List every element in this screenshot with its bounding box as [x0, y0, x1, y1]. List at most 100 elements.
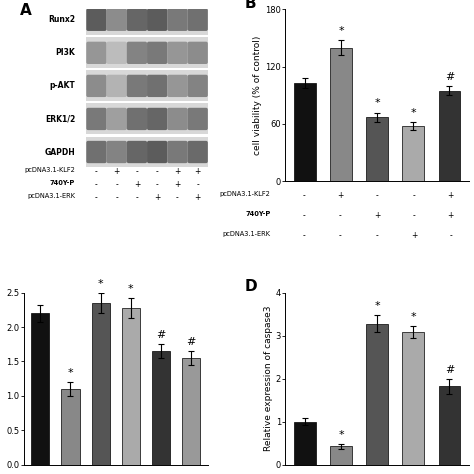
FancyBboxPatch shape: [127, 9, 147, 31]
Bar: [152, 351, 170, 465]
Text: pcDNA3.1-ERK: pcDNA3.1-ERK: [27, 193, 75, 199]
Y-axis label: cell viability (% of control): cell viability (% of control): [253, 36, 262, 155]
Bar: [402, 126, 424, 181]
Text: -: -: [339, 211, 342, 220]
FancyBboxPatch shape: [86, 42, 107, 64]
Text: #: #: [187, 337, 196, 347]
Text: #: #: [156, 330, 166, 340]
FancyBboxPatch shape: [86, 141, 107, 163]
FancyBboxPatch shape: [188, 141, 208, 163]
Text: +: +: [174, 167, 181, 176]
FancyBboxPatch shape: [147, 141, 167, 163]
Bar: [438, 91, 460, 181]
FancyBboxPatch shape: [167, 108, 188, 130]
Text: #: #: [445, 365, 454, 375]
Bar: [294, 421, 316, 465]
Text: ERK1/2: ERK1/2: [45, 114, 75, 123]
Text: p-AKT: p-AKT: [49, 82, 75, 91]
Bar: [122, 308, 140, 465]
Bar: [31, 313, 49, 465]
Text: -: -: [302, 211, 305, 220]
Text: -: -: [95, 193, 98, 202]
FancyBboxPatch shape: [107, 141, 127, 163]
FancyBboxPatch shape: [147, 9, 167, 31]
FancyBboxPatch shape: [107, 9, 127, 31]
Text: -: -: [413, 191, 415, 201]
FancyBboxPatch shape: [188, 108, 208, 130]
Text: GAPDH: GAPDH: [45, 147, 75, 156]
FancyBboxPatch shape: [86, 9, 107, 31]
Text: +: +: [194, 193, 201, 202]
Text: -: -: [156, 180, 159, 189]
Bar: [182, 358, 201, 465]
FancyBboxPatch shape: [127, 75, 147, 97]
FancyBboxPatch shape: [107, 75, 127, 97]
Text: *: *: [338, 26, 344, 36]
Bar: [438, 386, 460, 465]
FancyBboxPatch shape: [86, 108, 107, 130]
Text: *: *: [410, 108, 416, 118]
Text: +: +: [194, 167, 201, 176]
Text: *: *: [374, 98, 380, 108]
Bar: [366, 117, 388, 181]
Text: +: +: [174, 180, 181, 189]
Text: +: +: [411, 231, 417, 240]
Text: 740Y-P: 740Y-P: [245, 211, 270, 217]
Text: 740Y-P: 740Y-P: [50, 180, 75, 186]
Text: -: -: [413, 211, 415, 220]
Text: PI3K: PI3K: [55, 48, 75, 57]
Bar: [402, 332, 424, 465]
Bar: [86, 37, 208, 68]
Text: B: B: [245, 0, 256, 11]
Text: pcDNA3.1-KLF2: pcDNA3.1-KLF2: [24, 167, 75, 173]
Text: -: -: [376, 231, 379, 240]
Text: Runx2: Runx2: [48, 15, 75, 24]
Text: *: *: [128, 284, 134, 294]
Text: -: -: [136, 193, 138, 202]
Bar: [86, 103, 208, 135]
FancyBboxPatch shape: [107, 108, 127, 130]
FancyBboxPatch shape: [167, 75, 188, 97]
Text: pcDNA3.1-KLF2: pcDNA3.1-KLF2: [219, 191, 270, 198]
FancyBboxPatch shape: [167, 42, 188, 64]
FancyBboxPatch shape: [147, 42, 167, 64]
FancyBboxPatch shape: [188, 9, 208, 31]
Text: +: +: [374, 211, 381, 220]
FancyBboxPatch shape: [86, 75, 107, 97]
FancyBboxPatch shape: [188, 75, 208, 97]
Bar: [86, 71, 208, 101]
Text: +: +: [447, 211, 454, 220]
Text: *: *: [410, 312, 416, 322]
Text: #: #: [445, 72, 454, 82]
Text: +: +: [113, 167, 120, 176]
Bar: [330, 48, 352, 181]
Bar: [86, 137, 208, 167]
FancyBboxPatch shape: [107, 42, 127, 64]
Bar: [91, 303, 109, 465]
Text: +: +: [134, 180, 140, 189]
Text: *: *: [98, 279, 103, 289]
Text: -: -: [449, 231, 452, 240]
Text: *: *: [68, 368, 73, 378]
Text: -: -: [136, 167, 138, 176]
FancyBboxPatch shape: [127, 108, 147, 130]
Text: A: A: [20, 3, 32, 18]
Text: -: -: [95, 167, 98, 176]
Text: -: -: [95, 180, 98, 189]
FancyBboxPatch shape: [127, 141, 147, 163]
Y-axis label: Relative expression of caspase3: Relative expression of caspase3: [264, 306, 273, 451]
Text: -: -: [196, 180, 199, 189]
FancyBboxPatch shape: [167, 141, 188, 163]
Text: -: -: [115, 193, 118, 202]
Text: -: -: [376, 191, 379, 201]
Text: pcDNA3.1-ERK: pcDNA3.1-ERK: [222, 231, 270, 237]
FancyBboxPatch shape: [147, 75, 167, 97]
Bar: [330, 447, 352, 465]
Text: -: -: [156, 167, 159, 176]
FancyBboxPatch shape: [147, 108, 167, 130]
Text: +: +: [447, 191, 454, 201]
Text: *: *: [374, 301, 380, 311]
Text: +: +: [154, 193, 160, 202]
Bar: [86, 4, 208, 35]
Bar: [366, 324, 388, 465]
